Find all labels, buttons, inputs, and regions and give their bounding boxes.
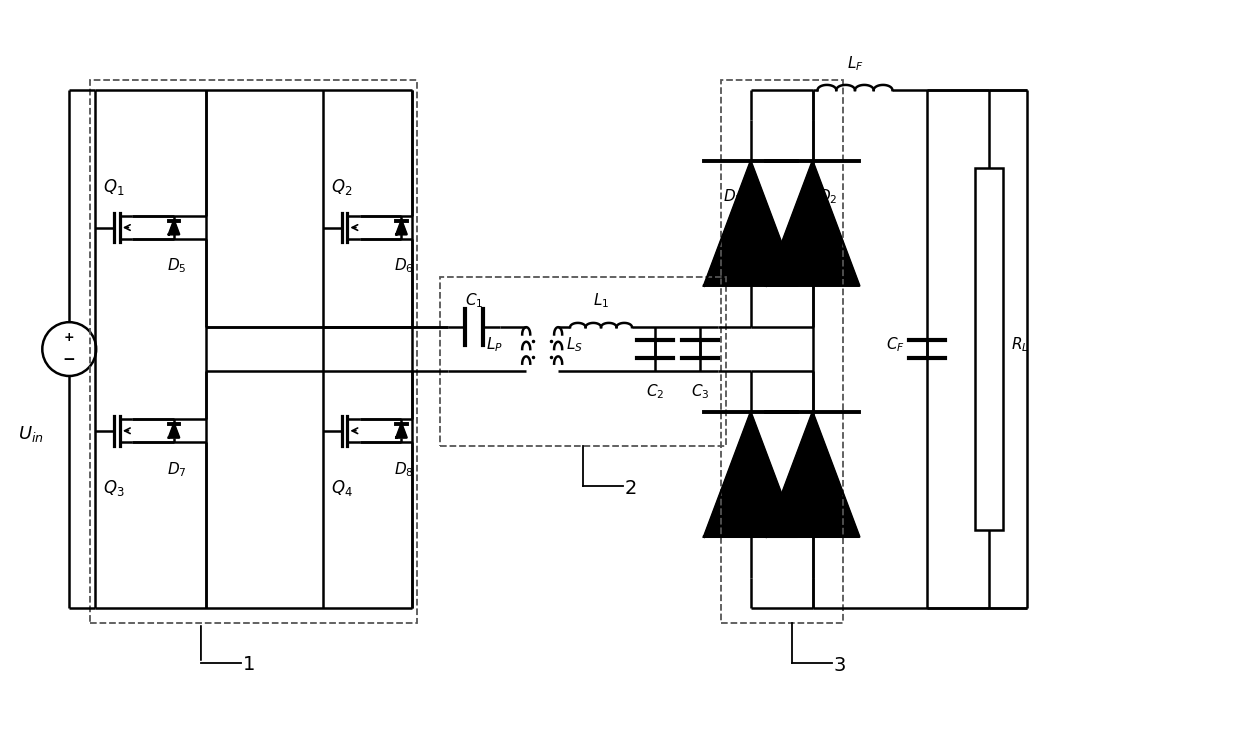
Polygon shape <box>169 424 179 437</box>
Text: $L_P$: $L_P$ <box>486 335 502 354</box>
Text: $D_1$: $D_1$ <box>723 188 743 206</box>
Text: $C_1$: $C_1$ <box>465 291 484 310</box>
Text: $D_2$: $D_2$ <box>817 188 837 206</box>
Text: $Q_1$: $Q_1$ <box>103 177 125 197</box>
Text: $D_8$: $D_8$ <box>394 460 414 479</box>
Text: $D_4$: $D_4$ <box>817 492 837 511</box>
Polygon shape <box>397 424 407 437</box>
Text: $L_S$: $L_S$ <box>567 335 583 354</box>
Polygon shape <box>766 412 859 537</box>
Text: $R_L$: $R_L$ <box>1011 335 1029 354</box>
Polygon shape <box>397 221 407 234</box>
Text: $L_1$: $L_1$ <box>593 291 609 310</box>
Text: $D_3$: $D_3$ <box>723 492 743 511</box>
Bar <box>440 277 725 446</box>
Text: $L_F$: $L_F$ <box>847 54 863 73</box>
Text: 3: 3 <box>833 656 846 675</box>
Bar <box>720 80 842 623</box>
Text: $D_7$: $D_7$ <box>167 460 187 479</box>
Text: 2: 2 <box>625 479 637 497</box>
Text: $D_6$: $D_6$ <box>394 256 414 276</box>
Text: $Q_2$: $Q_2$ <box>331 177 352 197</box>
Polygon shape <box>704 412 797 537</box>
Polygon shape <box>704 161 797 286</box>
Text: −: − <box>63 352 76 367</box>
Polygon shape <box>766 161 859 286</box>
Polygon shape <box>169 221 179 234</box>
Text: +: + <box>64 331 74 344</box>
Text: $D_5$: $D_5$ <box>167 256 186 276</box>
Text: $C_2$: $C_2$ <box>646 382 665 401</box>
Text: $U_{in}$: $U_{in}$ <box>19 423 45 443</box>
Bar <box>91 80 418 623</box>
Text: $Q_4$: $Q_4$ <box>331 477 352 497</box>
Text: $C_3$: $C_3$ <box>691 382 709 401</box>
Text: $C_F$: $C_F$ <box>885 335 905 354</box>
Text: $Q_3$: $Q_3$ <box>103 477 125 497</box>
Bar <box>975 168 1003 531</box>
Text: 1: 1 <box>243 655 255 674</box>
